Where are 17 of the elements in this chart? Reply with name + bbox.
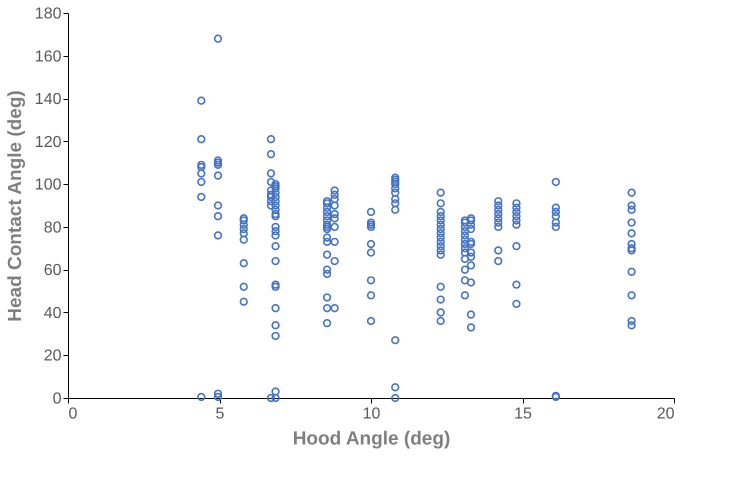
x-tick-label: 20 <box>656 406 675 422</box>
y-tick-label: 160 <box>34 48 62 66</box>
x-tick-label: 10 <box>362 406 380 422</box>
y-tick-label: 100 <box>34 176 62 194</box>
y-tick-label: 80 <box>44 219 62 236</box>
y-tick-label: 180 <box>34 6 62 22</box>
x-tick-label: 5 <box>216 406 225 422</box>
x-axis-title: Hood Angle (deg) <box>292 428 450 450</box>
y-tick-label: 40 <box>44 304 62 322</box>
x-tick-label: 15 <box>514 406 532 422</box>
y-tick-label: 120 <box>34 134 62 151</box>
y-tick-label: 0 <box>52 390 62 408</box>
x-tick-label: 0 <box>68 406 78 422</box>
y-axis-title: Head Contact Angle (deg) <box>4 90 26 322</box>
y-tick-label: 20 <box>44 348 62 365</box>
y-tick-label: 140 <box>34 91 62 108</box>
y-tick-label: 60 <box>44 262 62 280</box>
